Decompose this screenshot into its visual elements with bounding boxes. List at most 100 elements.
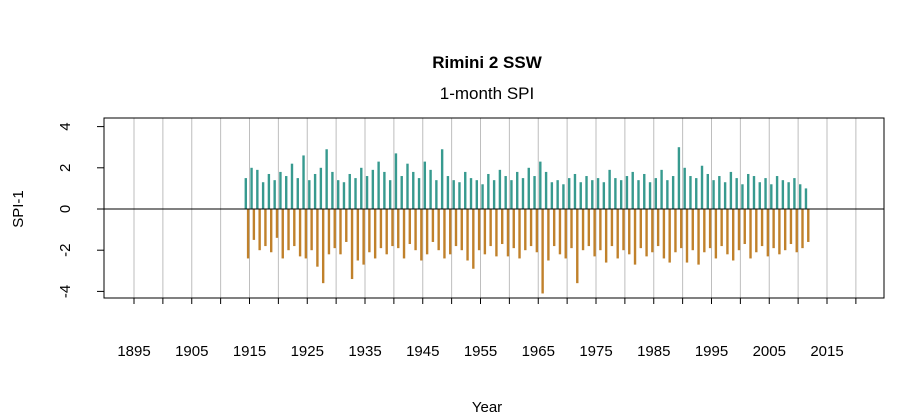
bar-negative bbox=[506, 209, 510, 257]
bar-negative bbox=[258, 209, 261, 251]
bar-positive bbox=[798, 184, 802, 209]
bar-positive bbox=[423, 161, 427, 209]
bar-positive bbox=[718, 176, 721, 209]
bar-negative bbox=[420, 209, 423, 261]
bar-positive bbox=[400, 176, 403, 209]
x-tick-label: 1995 bbox=[695, 343, 728, 360]
x-tick-label: 1945 bbox=[406, 343, 439, 360]
bar-negative bbox=[772, 209, 775, 249]
bar-negative bbox=[789, 209, 793, 245]
bar-negative bbox=[252, 209, 256, 240]
x-tick-label: 1985 bbox=[637, 343, 670, 360]
bar-negative bbox=[685, 209, 689, 263]
bar-positive bbox=[625, 176, 629, 209]
bar-positive bbox=[285, 176, 288, 209]
bar-positive bbox=[608, 169, 611, 209]
bar-negative bbox=[656, 209, 660, 247]
bar-negative bbox=[778, 209, 781, 255]
bar-positive bbox=[331, 171, 334, 209]
bar-negative bbox=[801, 209, 804, 249]
bar-negative bbox=[662, 209, 666, 259]
bar-positive bbox=[429, 169, 432, 209]
bar-positive bbox=[516, 171, 519, 209]
bar-negative bbox=[443, 209, 446, 259]
bar-positive bbox=[752, 176, 756, 209]
bar-negative bbox=[576, 209, 579, 284]
bar-positive bbox=[440, 149, 444, 209]
bar-negative bbox=[495, 209, 498, 257]
bar-negative bbox=[680, 209, 683, 249]
bar-positive bbox=[660, 169, 663, 209]
bar-negative bbox=[246, 209, 250, 259]
bar-negative bbox=[472, 209, 475, 269]
y-axis-label: SPI-1 bbox=[10, 190, 27, 228]
bar-negative bbox=[599, 209, 602, 251]
bar-positive bbox=[487, 173, 490, 209]
y-tick-label: 2 bbox=[57, 164, 74, 172]
bar-positive bbox=[412, 171, 415, 209]
bar-positive bbox=[481, 184, 484, 209]
bar-negative bbox=[633, 209, 637, 265]
bar-negative bbox=[408, 209, 412, 245]
bar-positive bbox=[567, 178, 571, 209]
bar-negative bbox=[460, 209, 463, 251]
bar-negative bbox=[535, 209, 539, 253]
bar-positive bbox=[348, 173, 351, 209]
bar-negative bbox=[483, 209, 487, 255]
bar-positive bbox=[579, 182, 582, 209]
bar-positive bbox=[700, 165, 704, 209]
bar-negative bbox=[674, 209, 677, 253]
bar-positive bbox=[793, 178, 796, 209]
y-tick-label: -2 bbox=[57, 244, 74, 257]
bar-negative bbox=[743, 209, 746, 245]
bar-negative bbox=[518, 209, 521, 259]
bar-negative bbox=[350, 209, 354, 280]
bar-negative bbox=[304, 209, 308, 259]
bar-positive bbox=[354, 178, 357, 209]
bar-positive bbox=[804, 188, 808, 209]
bar-positive bbox=[643, 173, 646, 209]
bar-positive bbox=[602, 182, 606, 209]
x-tick-label: 1965 bbox=[522, 343, 555, 360]
bar-positive bbox=[383, 171, 386, 209]
bar-negative bbox=[651, 209, 654, 253]
bar-positive bbox=[747, 173, 750, 209]
x-tick-label: 1955 bbox=[464, 343, 497, 360]
bar-negative bbox=[425, 209, 429, 255]
bar-negative bbox=[281, 209, 284, 259]
bar-positive bbox=[296, 178, 299, 209]
bar-negative bbox=[547, 209, 550, 261]
bar-positive bbox=[394, 153, 398, 209]
x-tick-label: 2015 bbox=[810, 343, 843, 360]
x-tick-label: 1905 bbox=[175, 343, 208, 360]
bar-positive bbox=[406, 163, 409, 209]
bar-negative bbox=[749, 209, 752, 259]
bar-positive bbox=[510, 180, 513, 209]
bar-positive bbox=[596, 178, 600, 209]
bar-positive bbox=[735, 178, 738, 209]
bar-positive bbox=[591, 180, 594, 209]
bar-negative bbox=[275, 209, 279, 238]
bar-negative bbox=[524, 209, 527, 251]
bar-negative bbox=[564, 209, 567, 259]
bar-negative bbox=[391, 209, 394, 247]
bar-negative bbox=[529, 209, 533, 247]
bar-positive bbox=[464, 171, 467, 209]
bar-negative bbox=[431, 209, 435, 242]
bar-positive bbox=[371, 169, 375, 209]
bar-negative bbox=[264, 209, 267, 247]
bar-positive bbox=[302, 155, 305, 209]
bar-positive bbox=[458, 182, 461, 209]
bar-negative bbox=[628, 209, 631, 255]
bar-positive bbox=[360, 167, 363, 209]
bar-negative bbox=[760, 209, 764, 247]
bar-negative bbox=[703, 209, 706, 253]
bar-negative bbox=[807, 209, 810, 242]
bar-negative bbox=[732, 209, 735, 261]
bar-negative bbox=[466, 209, 469, 261]
bar-negative bbox=[414, 209, 417, 251]
bar-negative bbox=[755, 209, 758, 253]
y-tick-label: 0 bbox=[57, 205, 74, 213]
bar-negative bbox=[310, 209, 313, 251]
bar-negative bbox=[766, 209, 770, 257]
